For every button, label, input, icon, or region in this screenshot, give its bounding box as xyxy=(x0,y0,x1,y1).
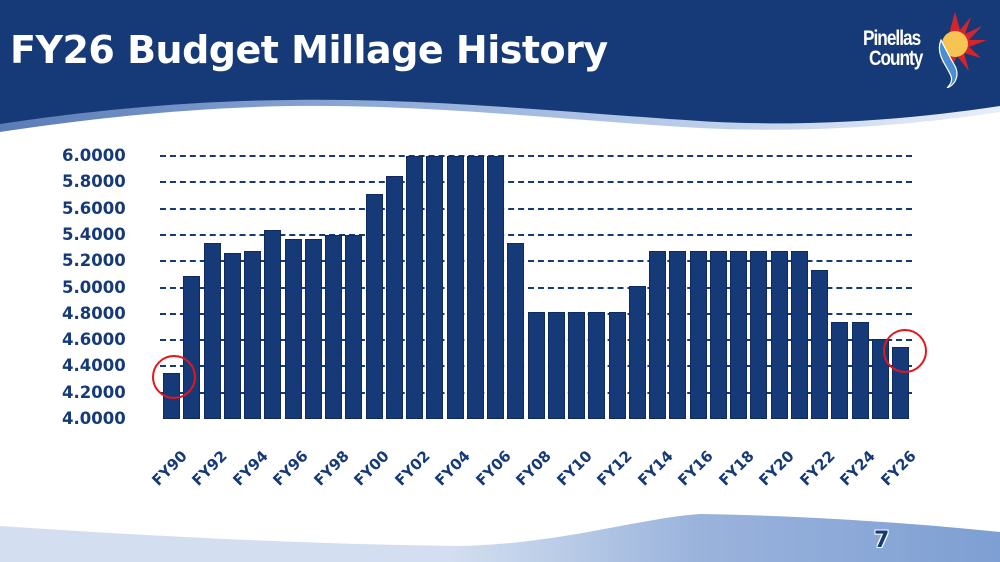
bar-fy22 xyxy=(811,270,828,419)
highlight-circle-fy90 xyxy=(151,354,196,399)
x-axis-tick-label: FY22 xyxy=(795,447,839,490)
highlight-circle-fy26 xyxy=(882,328,927,373)
bar-fy05 xyxy=(466,156,484,419)
bar-fy01 xyxy=(385,175,403,419)
x-axis-tick-label: FY08 xyxy=(512,447,555,490)
y-axis-tick-label: 5.2000 xyxy=(62,251,126,271)
gridline xyxy=(160,233,912,236)
bar-fy96 xyxy=(284,238,302,419)
x-axis-tick-label: FY98 xyxy=(309,447,353,490)
bar-fy14 xyxy=(649,251,666,419)
bar-fy94 xyxy=(244,250,261,419)
bar-fy99 xyxy=(345,234,363,419)
y-axis-tick-label: 5.4000 xyxy=(62,224,126,244)
bar-fy19 xyxy=(750,251,768,419)
bar-fy23 xyxy=(831,321,849,419)
bar-fy93 xyxy=(223,252,241,419)
bar-fy97 xyxy=(304,238,322,419)
bar-fy12 xyxy=(608,312,626,419)
x-axis-tick-label: FY14 xyxy=(633,447,677,490)
x-axis-tick-label: FY92 xyxy=(188,447,231,490)
gridline xyxy=(160,207,912,210)
bar-fy08 xyxy=(527,312,545,419)
bar-fy20 xyxy=(770,251,788,419)
y-axis-tick-label: 4.8000 xyxy=(62,303,126,323)
x-axis-tick-label: FY18 xyxy=(714,447,758,490)
bar-fy13 xyxy=(628,286,646,419)
header-banner xyxy=(0,0,1000,132)
bar-fy91 xyxy=(183,275,201,419)
bar-fy15 xyxy=(669,251,687,419)
y-axis-tick-label: 6.0000 xyxy=(62,146,126,165)
sun-icon xyxy=(938,12,987,88)
bar-fy03 xyxy=(426,156,444,419)
bar-fy92 xyxy=(203,242,221,419)
bar-fy98 xyxy=(325,234,342,419)
bar-fy16 xyxy=(689,251,707,419)
footer-band xyxy=(0,514,1000,562)
y-axis-tick-label: 4.6000 xyxy=(62,330,126,350)
y-axis-tick-label: 5.6000 xyxy=(62,198,126,218)
x-axis-tick-label: FY06 xyxy=(471,447,515,490)
gridline xyxy=(160,286,912,289)
x-axis-tick-label: FY12 xyxy=(593,447,636,490)
x-axis-tick-label: FY90 xyxy=(147,447,191,490)
y-axis-tick-label: 4.4000 xyxy=(62,356,126,376)
bar-fy02 xyxy=(406,156,423,419)
x-axis-tick-label: FY94 xyxy=(228,447,272,490)
x-axis-tick-label: FY24 xyxy=(836,447,879,490)
bar-fy07 xyxy=(507,242,525,419)
y-axis-tick-label: 4.0000 xyxy=(62,409,126,428)
bar-fy21 xyxy=(790,251,808,419)
logo-text-line2: County xyxy=(869,47,923,70)
millage-bar-chart: 6.0000 5.8000 5.6000 5.4000 5.2000 5.0000 4.80… xyxy=(62,146,927,490)
bar-fy00 xyxy=(365,194,383,419)
y-axis-tick-label: 5.8000 xyxy=(62,172,126,192)
x-axis-tick-label: FY26 xyxy=(876,447,920,490)
bar-fy18 xyxy=(730,251,747,419)
x-axis-tick-label: FY96 xyxy=(269,447,312,490)
x-axis-tick-label: FY20 xyxy=(755,447,798,490)
x-axis-tick-label: FY16 xyxy=(674,447,717,490)
bar-fy11 xyxy=(588,312,606,419)
bar-fy24 xyxy=(851,321,869,419)
page-number: 7 xyxy=(874,528,890,553)
gridline xyxy=(160,181,912,184)
slide-title: FY26 Budget Millage History xyxy=(10,28,608,72)
bar-fy09 xyxy=(547,312,565,419)
pinellas-county-logo: Pinellas County xyxy=(855,8,995,88)
y-axis-tick-label: 5.0000 xyxy=(62,277,126,297)
gridline xyxy=(160,155,912,157)
x-axis-tick-label: FY04 xyxy=(431,447,474,490)
x-axis-tick-label: FY02 xyxy=(390,447,434,490)
bar-fy17 xyxy=(709,251,727,419)
gridline xyxy=(160,260,912,263)
y-axis-tick-label: 4.2000 xyxy=(62,382,126,402)
x-axis-tick-label: FY10 xyxy=(552,447,596,490)
bar-fy06 xyxy=(487,156,504,419)
logo-text-line1: Pinellas xyxy=(863,27,921,50)
x-axis-tick-label: FY00 xyxy=(350,447,393,490)
bar-fy10 xyxy=(568,312,585,419)
bar-fy04 xyxy=(446,156,464,419)
bar-fy95 xyxy=(264,229,282,419)
